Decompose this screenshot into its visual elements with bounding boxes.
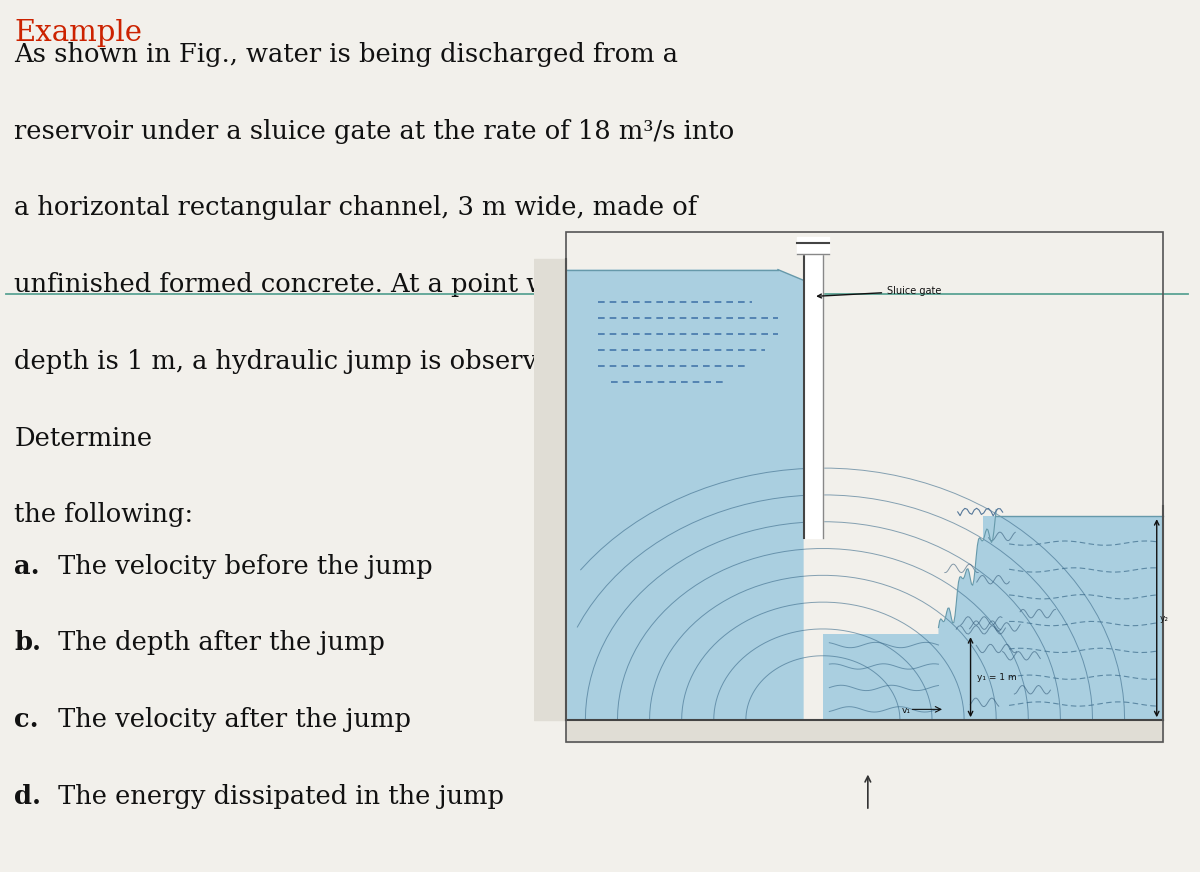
Text: y₁ = 1 m: y₁ = 1 m: [977, 672, 1016, 682]
Text: Determine: Determine: [14, 426, 152, 451]
Text: The depth after the jump: The depth after the jump: [50, 630, 385, 656]
Text: c.: c.: [14, 707, 40, 732]
Text: v₁: v₁: [902, 705, 911, 715]
Text: y₂: y₂: [1160, 614, 1169, 623]
Text: the following:: the following:: [14, 502, 193, 528]
Polygon shape: [566, 269, 804, 720]
Text: As shown in Fig., water is being discharged from a: As shown in Fig., water is being dischar…: [14, 42, 678, 67]
Text: reservoir under a sluice gate at the rate of 18 m³/s into: reservoir under a sluice gate at the rat…: [14, 119, 734, 144]
Text: depth is 1 m, a hydraulic jump is observed to occur.: depth is 1 m, a hydraulic jump is observ…: [14, 349, 690, 374]
Text: b.: b.: [14, 630, 41, 656]
Text: Sluice gate: Sluice gate: [817, 286, 942, 298]
Text: The energy dissipated in the jump: The energy dissipated in the jump: [50, 784, 504, 809]
Text: The velocity after the jump: The velocity after the jump: [50, 707, 412, 732]
Text: Example: Example: [14, 19, 143, 47]
Text: a horizontal rectangular channel, 3 m wide, made of: a horizontal rectangular channel, 3 m wi…: [14, 195, 697, 221]
Text: d.: d.: [14, 784, 41, 809]
Text: The velocity before the jump: The velocity before the jump: [50, 554, 433, 579]
Text: unfinished formed concrete. At a point where the: unfinished formed concrete. At a point w…: [14, 272, 658, 297]
Text: a.: a.: [14, 554, 40, 579]
